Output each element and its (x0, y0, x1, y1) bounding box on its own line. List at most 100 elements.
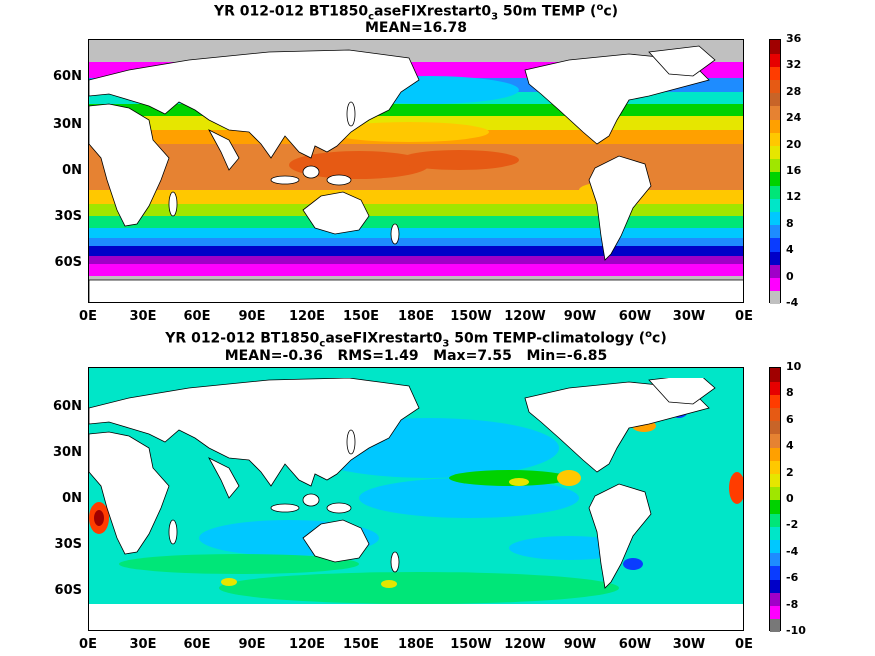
colorbar-segment (770, 552, 780, 567)
panel1-lon-60e: 60E (183, 309, 211, 324)
colorbar-segment (770, 486, 780, 501)
colorbar-segment (770, 264, 780, 279)
panel1-lon-30e: 30E (129, 309, 157, 324)
colorbar-label: 28 (786, 84, 802, 98)
colorbar-label: -2 (786, 518, 799, 532)
colorbar-label: -6 (786, 571, 799, 585)
colorbar-segment (770, 158, 780, 173)
panel1-map-graphic (89, 40, 743, 302)
panel2-lat-60n: 60N (53, 399, 82, 414)
panel2-lat-0n: 0N (62, 491, 82, 506)
colorbar-segment (770, 92, 780, 107)
colorbar-label: 4 (786, 439, 794, 453)
panel1-lat-30n: 30N (53, 117, 82, 132)
colorbar-segment (770, 500, 780, 514)
colorbar-segment (770, 53, 780, 67)
colorbar-label: 0 (786, 492, 794, 505)
colorbar-segment (770, 420, 780, 435)
panel2-lon-60e: 60E (183, 637, 211, 652)
panel1-lon-150e: 150E (342, 309, 380, 324)
panel2-lon-0e-end: 0E (735, 637, 753, 652)
panel1-title: YR 012-012 BT1850caseFIXrestart03 50m TE… (213, 2, 619, 23)
panel1-lat-60n: 60N (53, 69, 82, 84)
colorbar-segment (770, 145, 780, 160)
panel1-lat-0n: 0N (62, 163, 82, 178)
panel2-title: YR 012-012 BT1850caseFIXrestart03 50m TE… (165, 329, 667, 350)
panel2-lon-0e: 0E (79, 637, 97, 652)
panel1-lon-0e: 0E (79, 309, 97, 324)
colorbar-segment (770, 40, 780, 54)
panel1-map (88, 39, 744, 303)
panel1-lon-120w: 120W (504, 309, 546, 324)
panel2-map-graphic (89, 368, 743, 630)
colorbar-segment (770, 368, 780, 382)
panel2-lon-30e: 30E (129, 637, 157, 652)
colorbar-segment (770, 513, 780, 527)
panel1-lat-30s: 30S (54, 209, 82, 224)
colorbar-segment (770, 198, 780, 213)
colorbar-label: 6 (786, 412, 794, 426)
colorbar-label: 12 (786, 190, 802, 204)
colorbar-label: 24 (786, 111, 802, 125)
panel2-lon-30w: 30W (672, 637, 706, 652)
panel2-lon-90e: 90E (238, 637, 266, 652)
panel1-stats: MEAN=16.78 (364, 20, 468, 36)
panel1-lon-120e: 120E (288, 309, 326, 324)
panel1-lon-90w: 90W (563, 309, 597, 324)
colorbar-segment (770, 132, 780, 147)
colorbar-segment (770, 381, 780, 395)
colorbar-segment (770, 106, 780, 120)
colorbar-segment (770, 579, 780, 593)
panel1-lon-30w: 30W (672, 309, 706, 324)
colorbar-label: -10 (786, 624, 806, 637)
colorbar-segment (770, 592, 780, 607)
panel2-lon-90w: 90W (563, 637, 597, 652)
panel2-lat-30n: 30N (53, 445, 82, 460)
panel2-lon-150w: 150W (450, 637, 492, 652)
panel1-lat-60s: 60S (54, 255, 82, 270)
colorbar-label: 4 (786, 243, 794, 257)
colorbar-label: 0 (786, 269, 794, 283)
colorbar-segment (770, 434, 780, 448)
colorbar-segment (770, 566, 780, 580)
colorbar-label: 32 (786, 58, 802, 72)
colorbar-segment (770, 539, 780, 554)
colorbar-segment (770, 79, 780, 94)
panel1-lon-0e-end: 0E (735, 309, 753, 324)
colorbar-label: 2 (786, 465, 794, 479)
panel2-lon-150e: 150E (342, 637, 380, 652)
colorbar-label: 8 (786, 386, 794, 400)
panel1-colorbar (769, 39, 781, 305)
colorbar-segment (770, 251, 780, 265)
colorbar-segment (770, 211, 780, 226)
panel2-stats: MEAN=-0.36 RMS=1.49 Max=7.55 Min=-6.85 (224, 348, 608, 364)
panel2-lat-30s: 30S (54, 537, 82, 552)
colorbar-segment (770, 224, 780, 239)
panel1-lon-150w: 150W (450, 309, 492, 324)
colorbar-segment (770, 447, 780, 461)
panel2-colorbar (769, 367, 781, 633)
panel1-lon-90e: 90E (238, 309, 266, 324)
panel2-lon-180e: 180E (397, 637, 435, 652)
colorbar-segment (770, 407, 780, 422)
colorbar-label: 20 (786, 137, 802, 151)
panel2-map (88, 367, 744, 631)
colorbar-segment (770, 290, 780, 305)
panel2-lon-60w: 60W (618, 637, 652, 652)
panel2-lon-120w: 120W (504, 637, 546, 652)
panel1-lon-180e: 180E (397, 309, 435, 324)
panel2-lat-60s: 60S (54, 583, 82, 598)
colorbar-label: -8 (786, 597, 799, 611)
colorbar-segment (770, 605, 780, 620)
colorbar-segment (770, 394, 780, 409)
colorbar-segment (770, 185, 780, 199)
colorbar-label: -4 (786, 296, 799, 309)
colorbar-segment (770, 172, 780, 186)
panel2-lon-120e: 120E (288, 637, 326, 652)
colorbar-segment (770, 277, 780, 292)
colorbar-label: -4 (786, 544, 799, 558)
colorbar-label: 10 (786, 360, 802, 373)
colorbar-label: 16 (786, 164, 802, 177)
colorbar-segment (770, 618, 780, 633)
colorbar-label: 8 (786, 216, 794, 230)
